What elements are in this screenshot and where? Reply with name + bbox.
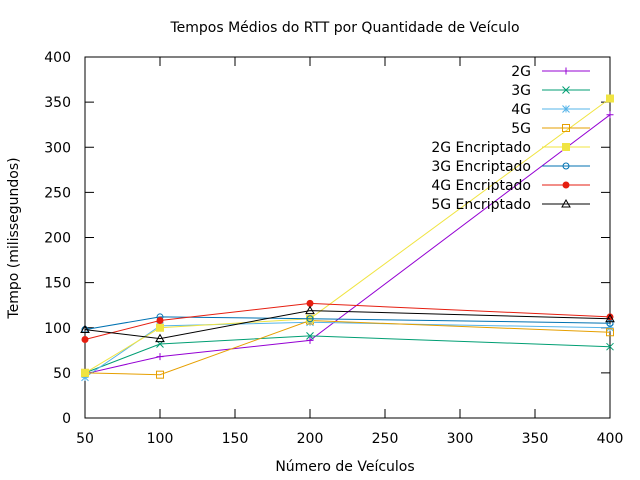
legend-item-4g: 4G bbox=[511, 102, 590, 118]
data-point-5g-encriptado bbox=[80, 324, 90, 334]
axes: 0 50 100 150 200 250 300 350 400 50 100 150 200 250 30… bbox=[44, 50, 623, 447]
legend-swatch-marker bbox=[562, 124, 570, 132]
x-tick-label: 400 bbox=[597, 431, 624, 447]
legend-item-5g-encriptado: 5G Encriptado bbox=[431, 197, 590, 213]
legend-item-5g: 5G bbox=[511, 121, 590, 137]
series-line-2g-encriptado bbox=[84, 98, 611, 374]
data-point-5g-encriptado bbox=[305, 305, 315, 315]
data-point-4g-encriptado bbox=[306, 299, 314, 307]
y-tick-label: 300 bbox=[44, 140, 71, 156]
data-point-2g bbox=[156, 353, 164, 361]
data-point-5g bbox=[606, 328, 614, 337]
legend-item-2g-encriptado: 2G Encriptado bbox=[431, 140, 590, 156]
legend-label: 2G bbox=[511, 64, 531, 80]
legend-item-3g: 3G bbox=[511, 83, 590, 99]
y-tick-label: 50 bbox=[53, 366, 71, 382]
legend-label: 4G bbox=[511, 102, 531, 118]
data-point-2g-encriptado bbox=[81, 368, 89, 377]
legend-label: 5G Encriptado bbox=[431, 197, 531, 213]
x-tick-label: 300 bbox=[447, 431, 474, 447]
data-point-5g-encriptado bbox=[155, 333, 165, 343]
legend-item-3g-encriptado: 3G Encriptado bbox=[431, 159, 590, 175]
legend-item-2g: 2G bbox=[511, 64, 590, 80]
legend-swatch-marker bbox=[562, 143, 570, 151]
x-axis-label: Número de Veículos bbox=[275, 459, 414, 475]
legend-label: 4G Encriptado bbox=[431, 178, 531, 194]
series-layer bbox=[80, 94, 615, 382]
data-point-3g bbox=[606, 342, 614, 351]
series-line-3g-encriptado bbox=[84, 316, 611, 331]
data-point-3g-encriptado bbox=[306, 315, 314, 323]
data-point-2g bbox=[606, 111, 614, 119]
data-point-3g bbox=[306, 332, 314, 340]
y-tick-label: 400 bbox=[44, 50, 71, 66]
legend-swatch-marker bbox=[562, 181, 570, 189]
data-point-5g-encriptado bbox=[605, 313, 615, 323]
series-line-5g-encriptado bbox=[84, 310, 611, 340]
legend-swatch-marker bbox=[562, 86, 570, 94]
legend-swatch-marker bbox=[562, 105, 570, 113]
y-axis-label: Tempo (milissegundos) bbox=[6, 157, 22, 319]
legend: 2G 3G 4G 5G 2G Encriptado 3G Encriptado 4G Enc… bbox=[431, 64, 590, 213]
legend-swatch-marker bbox=[562, 162, 570, 170]
x-tick-label: 50 bbox=[76, 431, 94, 447]
y-tick-label: 250 bbox=[44, 185, 71, 201]
legend-item-4g-encriptado: 4G Encriptado bbox=[431, 178, 590, 194]
legend-label: 3G bbox=[511, 83, 531, 99]
y-tick-label: 350 bbox=[44, 95, 71, 111]
legend-label: 5G bbox=[511, 121, 531, 137]
legend-label: 3G Encriptado bbox=[431, 159, 531, 175]
y-tick-label: 200 bbox=[44, 231, 71, 247]
series-5g-encriptado bbox=[80, 305, 615, 343]
x-tick-label: 200 bbox=[297, 431, 324, 447]
series-line-3g bbox=[84, 335, 611, 374]
x-tick-label: 350 bbox=[522, 431, 549, 447]
series-4g-encriptado bbox=[81, 299, 614, 343]
chart-title: Tempos Médios do RTT por Quantidade de V… bbox=[169, 20, 519, 36]
data-point-2g bbox=[306, 336, 314, 344]
data-point-4g bbox=[81, 373, 89, 382]
x-tick-label: 100 bbox=[147, 431, 174, 447]
data-point-5g bbox=[156, 370, 164, 379]
x-tick-label: 250 bbox=[372, 431, 399, 447]
series-line-2g bbox=[84, 114, 611, 375]
plot-frame bbox=[84, 56, 611, 419]
x-tick-label: 150 bbox=[222, 431, 249, 447]
data-point-4g bbox=[606, 323, 614, 332]
series-line-4g-encriptado bbox=[84, 302, 611, 340]
series-3g bbox=[81, 332, 614, 377]
data-point-2g-encriptado bbox=[606, 94, 614, 103]
series-line-5g bbox=[84, 319, 611, 376]
y-tick-label: 0 bbox=[62, 411, 71, 427]
data-point-4g-encriptado bbox=[156, 317, 164, 325]
y-tick-label: 100 bbox=[44, 321, 71, 337]
legend-swatch-marker bbox=[562, 67, 570, 75]
y-tick-label: 150 bbox=[44, 276, 71, 292]
series-2g-encriptado bbox=[81, 94, 614, 377]
legend-label: 2G Encriptado bbox=[431, 140, 531, 156]
data-point-4g-encriptado bbox=[81, 335, 89, 343]
legend-swatch-marker bbox=[561, 198, 571, 208]
data-point-2g-encriptado bbox=[156, 323, 164, 332]
